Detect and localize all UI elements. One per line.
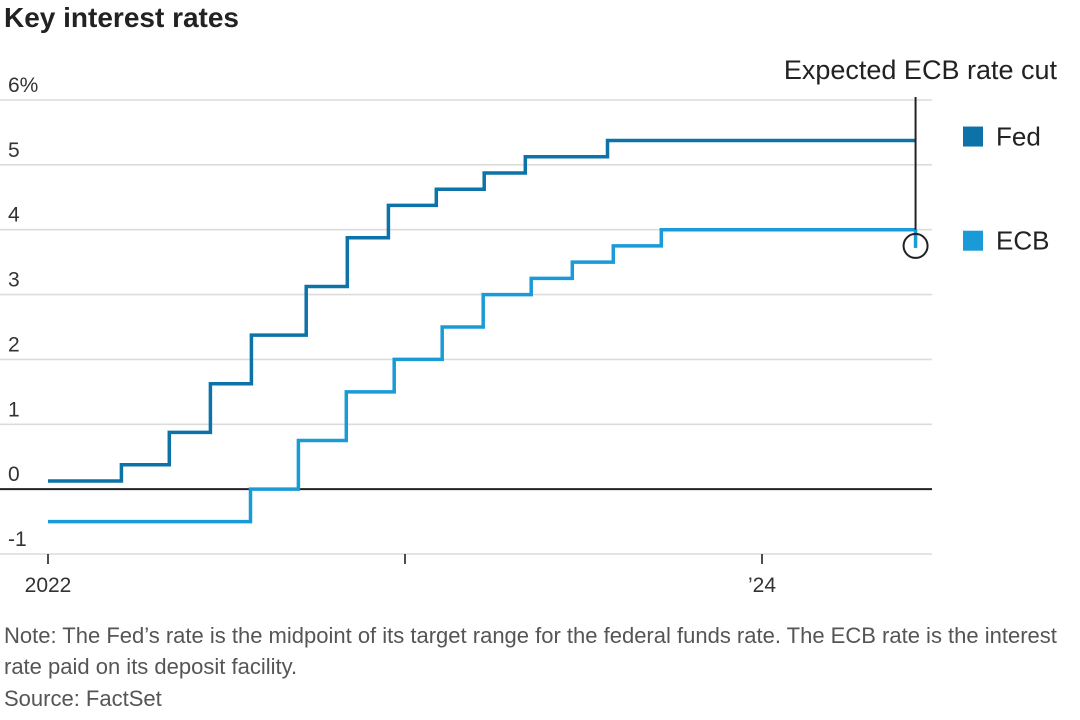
y-tick-label: 2 bbox=[8, 333, 20, 356]
chart-title: Key interest rates bbox=[4, 2, 240, 33]
legend-label-fed: Fed bbox=[996, 122, 1041, 152]
chart: 2022 ’24 6% 5 4 3 2 1 0 -1 Expected ECB rate cut… bbox=[0, 55, 1058, 597]
legend-swatch-fed bbox=[963, 126, 983, 147]
y-axis: 6% 5 4 3 2 1 0 -1 bbox=[8, 74, 38, 551]
y-tick-label: 0 bbox=[8, 463, 20, 486]
x-axis: 2022 ’24 bbox=[25, 554, 776, 597]
y-tick-label: 5 bbox=[8, 139, 20, 162]
legend: Fed ECB bbox=[963, 122, 1049, 256]
series-line-ecb bbox=[48, 227, 916, 524]
chart-source: Source: FactSet bbox=[4, 686, 162, 711]
legend-swatch-ecb bbox=[963, 230, 983, 251]
y-tick-label: 3 bbox=[8, 269, 20, 292]
x-tick-label: ’24 bbox=[748, 574, 776, 597]
x-tick-label: 2022 bbox=[25, 574, 72, 597]
annotation-label: Expected ECB rate cut bbox=[784, 55, 1058, 85]
chart-note: Note: The Fed’s rate is the midpoint of … bbox=[4, 623, 1057, 679]
y-tick-label: -1 bbox=[8, 528, 27, 551]
legend-label-ecb: ECB bbox=[996, 226, 1049, 256]
y-tick-label: 4 bbox=[8, 204, 20, 227]
annotation-marker bbox=[902, 232, 929, 259]
y-tick-label: 1 bbox=[8, 398, 20, 421]
series-group bbox=[48, 138, 916, 524]
y-tick-label: 6% bbox=[8, 74, 38, 97]
annotations: Expected ECB rate cut bbox=[784, 55, 1058, 259]
series-line-fed bbox=[48, 138, 916, 483]
grid-lines bbox=[0, 99, 932, 555]
